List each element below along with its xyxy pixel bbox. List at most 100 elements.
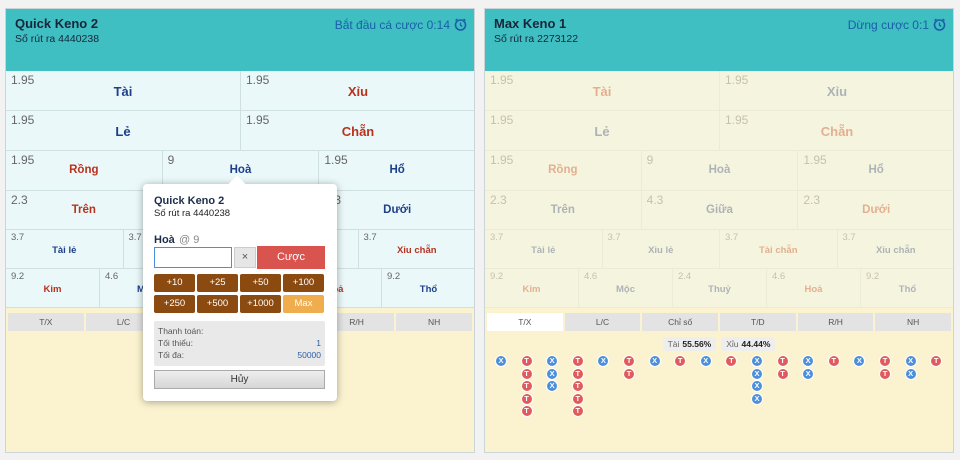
bet-status: Dừng cược 0:1 — [847, 18, 929, 32]
bet-cell[interactable]: 1.95 Chẵn — [720, 111, 953, 151]
chip-button[interactable]: +1000 — [240, 295, 281, 313]
bet-cell[interactable]: 9.2 Thổ — [861, 269, 953, 308]
bet-label: Xỉu — [347, 84, 369, 99]
tab[interactable]: NH — [875, 313, 952, 331]
tab[interactable]: T/D — [720, 313, 796, 331]
chip-button[interactable]: +50 — [240, 274, 281, 292]
chip-button[interactable]: +500 — [197, 295, 238, 313]
bet-cell[interactable]: 9.2 Kim — [485, 269, 579, 308]
bet-cell[interactable]: 3.7 Tài chẵn — [720, 230, 838, 269]
clear-button[interactable]: × — [234, 247, 256, 268]
bet-cell[interactable]: 1.95 Xỉu — [241, 71, 474, 111]
bet-cell[interactable]: 2.3 Trên — [6, 191, 163, 230]
bet-label: Trên — [71, 204, 96, 216]
tab[interactable]: Chỉ số — [642, 313, 719, 331]
bet-cell[interactable]: 4.6 Hoả — [767, 269, 861, 308]
odds: 3.7 — [128, 232, 142, 243]
tab[interactable]: T/X — [8, 313, 84, 331]
bet-cell[interactable]: 1.95 Rồng — [6, 151, 163, 191]
bet-cell[interactable]: 3.7 Tài lẻ — [485, 230, 603, 269]
bet-cell[interactable]: 1.95 Chẵn — [241, 111, 474, 151]
road-bead: X — [904, 367, 917, 380]
odds: 9.2 — [866, 271, 880, 282]
bet-label: Tài chẵn — [758, 245, 798, 256]
chip-button[interactable]: +250 — [154, 295, 195, 313]
tab[interactable]: T/X — [487, 313, 563, 331]
bet-cell[interactable]: 3.7 Tài lẻ — [6, 230, 124, 269]
road-bead: T — [571, 355, 584, 367]
odds: 9 — [646, 153, 654, 167]
bet-cell[interactable]: 1.95 Xỉu — [720, 71, 953, 111]
tab[interactable]: R/H — [797, 313, 874, 331]
bet-label: Tài lẻ — [52, 245, 77, 256]
tab[interactable]: L/C — [85, 313, 162, 331]
odds: 3.7 — [11, 232, 25, 243]
chip-button[interactable]: +100 — [283, 274, 324, 292]
chip-button[interactable]: +25 — [197, 274, 238, 292]
bet-cell[interactable]: 3.7 Xỉu chẵn — [358, 230, 474, 269]
odds: 3.7 — [607, 232, 621, 243]
odds: 1.95 — [11, 153, 35, 167]
odds: 3.7 — [490, 232, 504, 243]
bet-cell[interactable]: 1.95 Tài — [485, 71, 720, 111]
tab[interactable]: L/C — [564, 313, 641, 331]
clock-icon — [933, 18, 946, 31]
bet-status: Bắt đầu cá cược 0:14 — [334, 18, 450, 32]
odds: 1.95 — [490, 73, 514, 87]
bet-cell[interactable]: 1.95 Lẻ — [485, 111, 720, 151]
bet-label: Lẻ — [594, 124, 610, 139]
bet-cell[interactable]: 2.4 Thuỷ — [673, 269, 767, 308]
road-bead: X — [699, 355, 712, 367]
bet-cell[interactable]: 3.7 Xỉu chẵn — [837, 230, 953, 269]
odds: 9.2 — [490, 271, 504, 282]
submit-button[interactable]: Cược — [257, 246, 325, 269]
game-title: Quick Keno 2 — [15, 16, 99, 31]
tab[interactable]: NH — [396, 313, 473, 331]
bet-label: Hổ — [868, 164, 884, 176]
tab[interactable]: R/H — [318, 313, 395, 331]
bet-label: Kim — [43, 284, 62, 295]
odds: 4.6 — [772, 271, 786, 282]
bet-cell[interactable]: 9 Hoà — [641, 151, 799, 191]
odds: 1.95 — [725, 113, 749, 127]
amount-input[interactable] — [154, 247, 232, 268]
road-bead: T — [520, 380, 533, 393]
odds: 1.95 — [490, 153, 514, 167]
bet-cell[interactable]: 4.6 Mộc — [579, 269, 673, 308]
bet-cell[interactable]: 1.95 Rồng — [485, 151, 642, 191]
bet-grid: 1.95 Tài 1.95 Xỉu 1.95 Lẻ 1.95 Chẵn 1.95 Rồng 9 Hoà… — [485, 71, 953, 308]
road-bead: X — [546, 355, 559, 367]
stats-row: Tài 55.56% Xỉu 44.44% — [485, 337, 953, 351]
bet-cell[interactable]: 1.95 Hổ — [319, 151, 474, 191]
bet-cell[interactable]: 1.95 Hổ — [798, 151, 953, 191]
chip-button[interactable]: +10 — [154, 274, 195, 292]
bet-cell[interactable]: 9.2 Kim — [6, 269, 100, 308]
bet-cell[interactable]: 1.95 Tài — [6, 71, 241, 111]
bet-cell[interactable]: 4.3 Giữa — [641, 191, 799, 230]
odds: 4.6 — [584, 271, 598, 282]
odds: 1.95 — [246, 113, 270, 127]
bet-label: Tài — [113, 84, 133, 99]
road-bead: T — [571, 392, 584, 405]
stat-value: 44.44% — [741, 339, 771, 349]
limits-box: Thanh toán: Tối thiểu: 1 Tối đa: 50000 — [154, 321, 325, 366]
bet-cell[interactable]: 1.95 Lẻ — [6, 111, 241, 151]
bet-cell[interactable]: 3.7 Xỉu lẻ — [602, 230, 720, 269]
odds: 2.3 — [490, 193, 507, 207]
chip-button[interactable]: Max — [283, 295, 324, 313]
bet-label: Giữa — [706, 204, 733, 216]
road-bead: T — [827, 355, 840, 367]
cancel-button[interactable]: Hủy — [154, 370, 325, 389]
min-label: Tối thiểu: — [158, 338, 193, 348]
bet-cell[interactable]: 9.2 Thổ — [382, 269, 474, 308]
bet-label: Chẵn — [341, 124, 375, 139]
bet-label: Rồng — [548, 164, 578, 176]
panel: Max Keno 1 Số rút ra 2273122 Dừng cược 0:1… — [484, 8, 954, 453]
odds: 4.6 — [105, 271, 119, 282]
bet-label: Hổ — [389, 164, 405, 176]
bet-cell[interactable]: 2.3 Trên — [485, 191, 642, 230]
road-bead: T — [571, 367, 584, 380]
